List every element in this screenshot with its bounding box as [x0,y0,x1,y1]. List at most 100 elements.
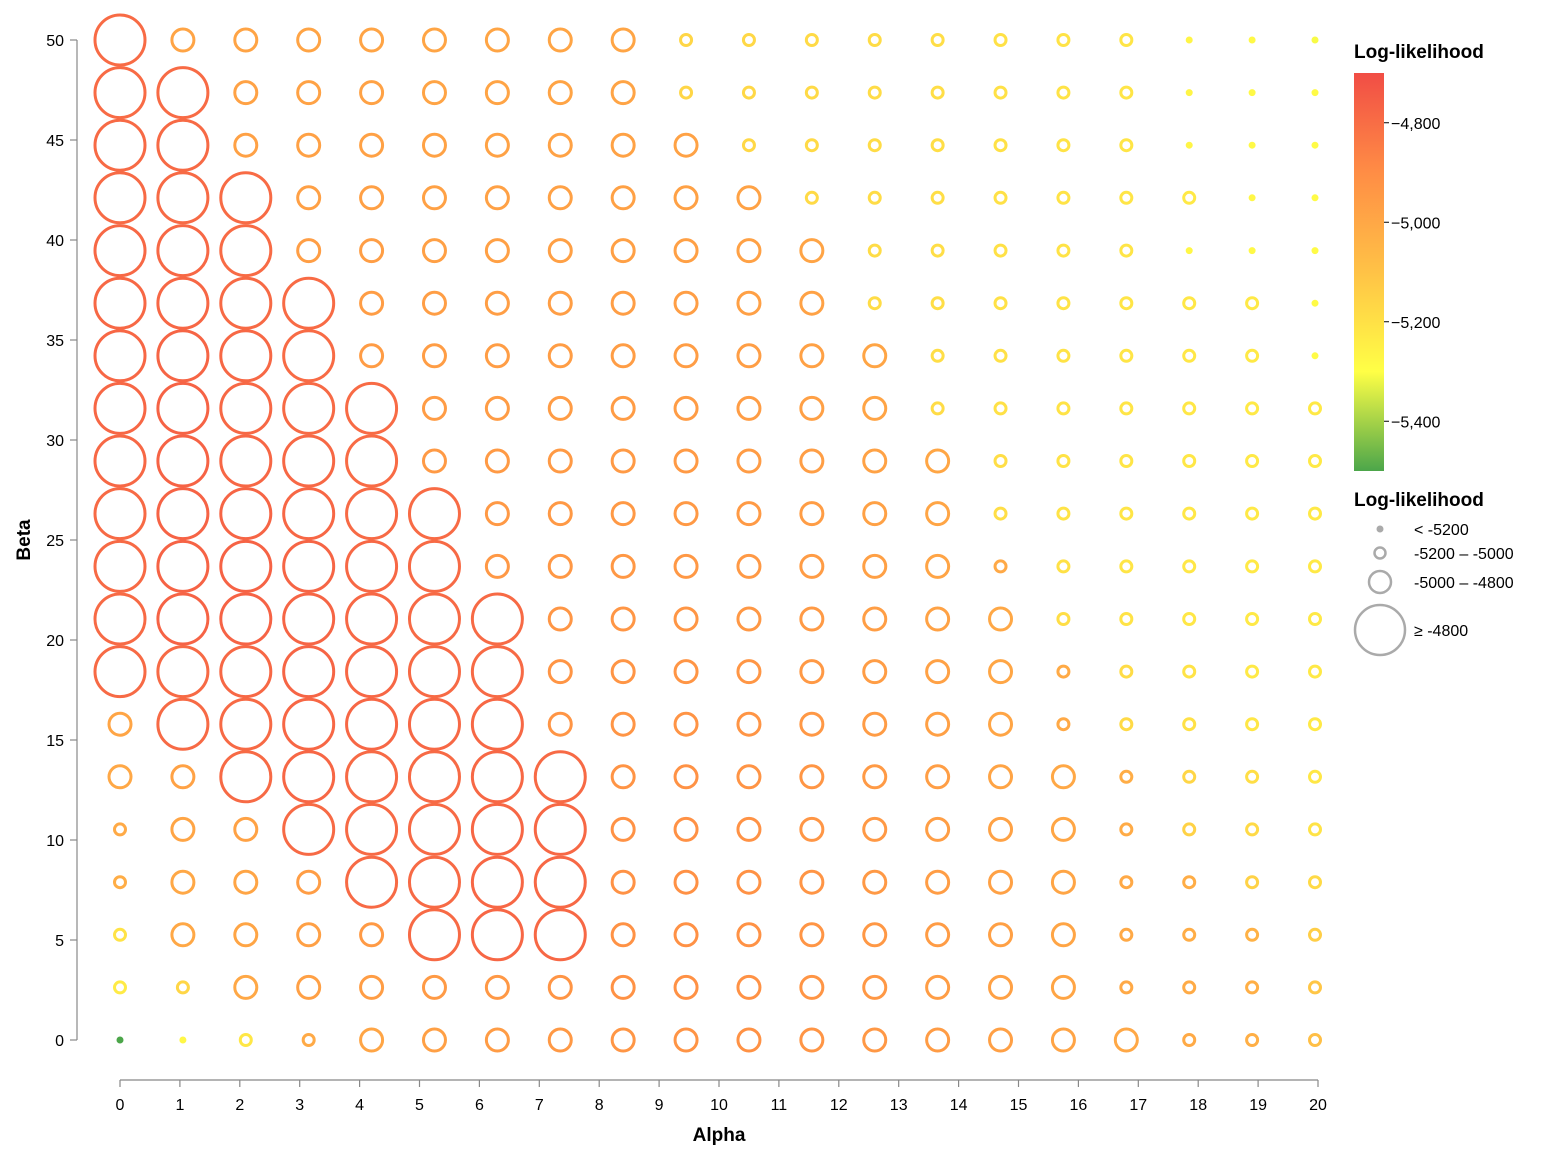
data-point [1311,141,1319,149]
data-point [156,539,210,593]
data-point [1182,769,1197,784]
data-point [359,343,385,369]
data-point [1308,1033,1323,1047]
data-point [610,343,636,369]
data-point [1119,822,1134,837]
data-point [1119,348,1134,363]
data-point [282,802,336,856]
size-legend-label: ≥ -4800 [1414,623,1468,640]
data-point [1308,769,1323,784]
data-point [470,802,524,856]
data-points [93,13,1323,1053]
data-point [1182,822,1197,837]
data-point [988,711,1014,737]
data-point [799,238,825,264]
data-point [1311,36,1319,44]
data-point [470,645,524,699]
data-point [345,539,399,593]
data-point [219,697,273,751]
data-point [421,132,447,158]
x-tick-label: 3 [295,1097,304,1114]
data-point [421,343,447,369]
data-point [113,822,127,837]
data-point [282,539,336,593]
data-point [282,645,336,699]
data-point [673,343,699,369]
data-point [1119,454,1134,468]
data-point [741,85,756,100]
data-point [925,816,951,842]
data-point [1056,559,1071,574]
data-point [359,238,385,264]
data-point [610,553,636,579]
x-tick-label: 16 [1070,1097,1088,1114]
data-point [1311,247,1319,255]
data-point [547,501,573,527]
data-point [170,816,196,842]
data-point [1308,927,1323,942]
data-point [421,27,447,53]
data-point [1248,36,1256,44]
data-point [988,764,1014,790]
data-point [470,908,524,962]
data-point [345,855,399,909]
data-point [673,816,699,842]
data-point [219,487,273,541]
data-point [1182,927,1197,942]
data-point [862,395,888,421]
data-point [233,132,259,158]
data-point [533,908,587,962]
data-point [219,434,273,488]
data-point [799,290,825,316]
data-point [610,1027,636,1053]
data-point [925,501,951,527]
data-point [736,1027,762,1053]
x-tick-label: 1 [175,1097,184,1114]
data-point [1182,559,1197,574]
data-point [993,348,1008,363]
data-point [1056,454,1071,468]
data-point [673,1027,699,1053]
data-point [296,132,322,158]
data-point [1185,36,1193,44]
data-point [1185,141,1193,149]
data-point [547,290,573,316]
size-legend-symbol [1376,525,1384,533]
data-point [113,875,127,890]
data-point [156,329,210,383]
y-tick-label: 45 [46,133,64,150]
data-point [296,80,322,106]
data-point [1119,506,1134,521]
data-point [175,980,190,995]
data-point [736,290,762,316]
data-point [233,80,259,106]
data-point [407,645,461,699]
data-point [673,711,699,737]
data-point [1311,299,1319,307]
data-point [1119,85,1134,100]
data-point [359,1027,385,1053]
data-point [862,974,888,1000]
x-axis-title: Alpha [693,1125,746,1146]
data-point [296,185,322,211]
data-point [993,454,1008,468]
data-point [862,922,888,948]
data-point [1245,612,1260,626]
data-point [219,750,273,804]
data-point [1245,1033,1260,1047]
y-tick-label: 40 [46,233,64,250]
data-point [421,238,447,264]
x-tick-label: 8 [595,1097,604,1114]
y-tick-label: 25 [46,533,64,550]
data-point [484,501,510,527]
data-point [1245,348,1260,363]
data-point [282,487,336,541]
data-point [296,869,322,895]
data-point [1056,85,1071,100]
data-point [736,553,762,579]
data-point [1245,927,1260,942]
data-point [533,855,587,909]
data-point [1245,454,1260,468]
data-point [804,33,819,47]
data-point [993,33,1008,47]
